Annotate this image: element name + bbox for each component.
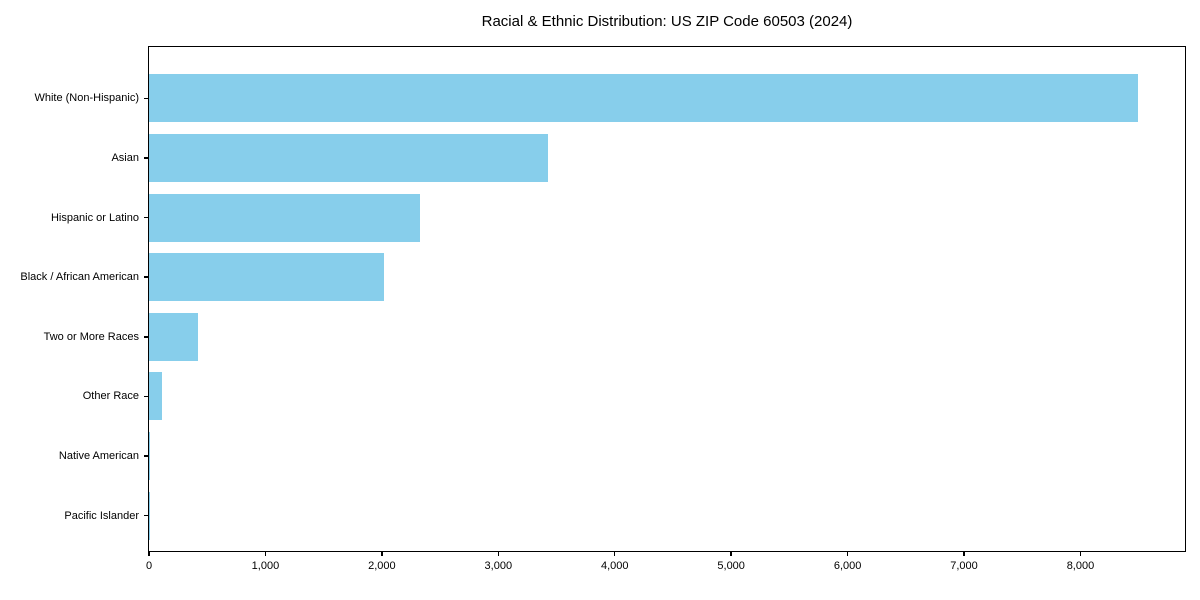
y-axis-label-black-african-american: Black / African American xyxy=(20,271,139,284)
x-axis-tick-label-8-000: 8,000 xyxy=(1066,560,1095,572)
x-axis-tick xyxy=(963,551,965,556)
y-axis-label-other-race: Other Race xyxy=(82,390,139,403)
x-axis-tick xyxy=(1079,551,1082,556)
y-axis-label-white-non-hispanic: White (Non-Hispanic) xyxy=(34,92,139,105)
y-axis-label-asian: Asian xyxy=(111,152,139,164)
bar-asian xyxy=(149,134,549,182)
y-axis-tick xyxy=(144,157,149,159)
x-axis-tick xyxy=(846,551,849,556)
bar-white-non-hispanic xyxy=(149,74,1138,123)
x-axis-tick xyxy=(613,551,616,556)
bar-two-or-more-races xyxy=(149,312,198,361)
y-axis-tick xyxy=(144,336,149,338)
x-axis-tick-label-3-000: 3,000 xyxy=(484,560,513,572)
x-axis-tick-label-4-000: 4,000 xyxy=(600,560,629,572)
plot-area: White (Non-Hispanic) Asian Hispanic or Lat… xyxy=(20,46,1186,572)
bar-native-american xyxy=(149,432,151,480)
y-axis-tick xyxy=(144,97,149,100)
y-axis-label-hispanic-or-latino: Hispanic or Latino xyxy=(50,211,139,224)
bar-other-race xyxy=(149,372,162,421)
y-axis-tick xyxy=(144,395,149,398)
bar-hispanic-or-latino xyxy=(149,193,421,242)
y-axis-tick xyxy=(144,514,149,517)
x-axis-tick xyxy=(497,551,500,556)
x-axis-tick-label-0: 0 xyxy=(145,560,153,572)
bar-black-african-american xyxy=(149,253,385,302)
x-axis-tick-label-2-000: 2,000 xyxy=(368,560,396,572)
y-axis-label-two-or-more-races: Two or More Races xyxy=(43,330,139,343)
x-axis-tick-label-7-000: 7,000 xyxy=(950,560,978,572)
x-axis-tick xyxy=(148,551,150,556)
x-axis-tick xyxy=(381,551,383,556)
y-axis-tick xyxy=(144,455,149,457)
chart-title: Racial & Ethnic Distribution: US ZIP Cod… xyxy=(481,13,853,30)
y-axis-label-pacific-islander: Pacific Islander xyxy=(64,509,139,522)
y-axis-tick xyxy=(144,216,149,219)
x-axis-tick-label-6-000: 6,000 xyxy=(833,560,862,572)
y-axis-label-native-american: Native American xyxy=(58,450,139,462)
y-axis-tick xyxy=(144,276,149,278)
x-axis-tick xyxy=(264,551,267,556)
x-axis-tick-label-1-000: 1,000 xyxy=(251,560,280,572)
x-axis-tick xyxy=(730,551,732,556)
x-axis-tick-label-5-000: 5,000 xyxy=(717,560,745,572)
